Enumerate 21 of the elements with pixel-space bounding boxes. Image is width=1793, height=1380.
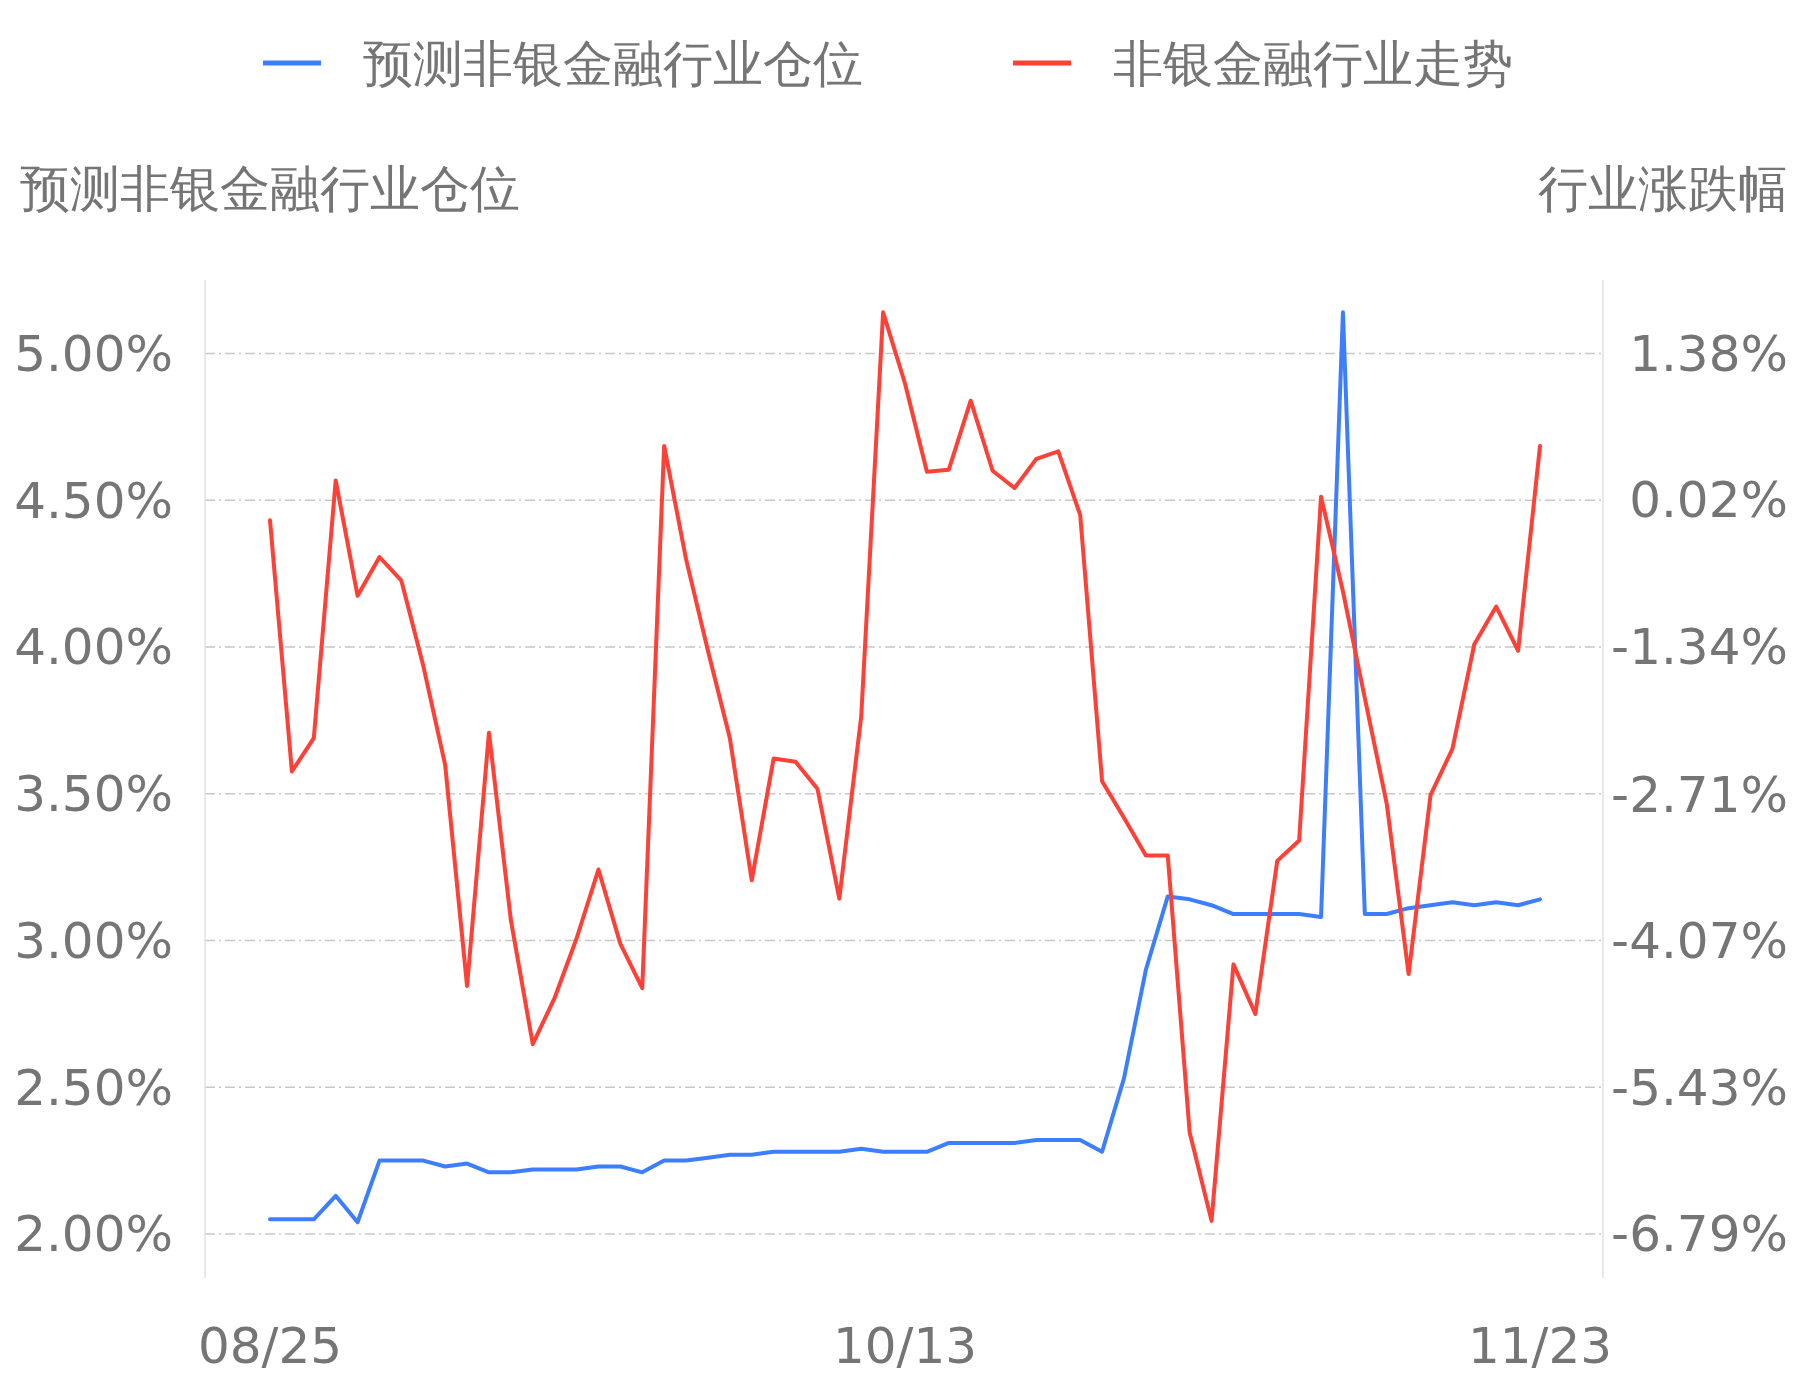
- y2-tick-label: -4.07%: [1611, 912, 1788, 971]
- y2-tick-label: -2.71%: [1611, 765, 1788, 824]
- y2-tick-label: 0.02%: [1629, 471, 1788, 530]
- y-tick-label: 2.50%: [14, 1058, 173, 1117]
- y-axis-title: 预测非银金融行业仓位: [20, 160, 520, 218]
- x-tick-label: 08/25: [197, 1317, 343, 1375]
- y2-tick-label: -6.79%: [1611, 1205, 1788, 1264]
- legend-label: 预测非银金融行业仓位: [363, 34, 863, 93]
- x-tick-label: 11/23: [1467, 1317, 1613, 1375]
- legend-label: 非银金融行业走势: [1113, 34, 1513, 93]
- y-tick-label: 3.50%: [14, 765, 173, 824]
- y2-tick-label: -5.43%: [1611, 1058, 1788, 1117]
- y-tick-label: 5.00%: [14, 324, 173, 383]
- y-tick-label: 2.00%: [14, 1205, 173, 1264]
- y2-axis-title: 行业涨跌幅: [1538, 160, 1788, 218]
- x-tick-label: 10/13: [832, 1317, 978, 1375]
- y-tick-label: 4.50%: [14, 471, 173, 530]
- y2-tick-label: 1.38%: [1629, 324, 1788, 383]
- y2-tick-label: -1.34%: [1611, 617, 1788, 676]
- y-tick-label: 3.00%: [14, 911, 173, 970]
- y-tick-label: 4.00%: [14, 618, 173, 677]
